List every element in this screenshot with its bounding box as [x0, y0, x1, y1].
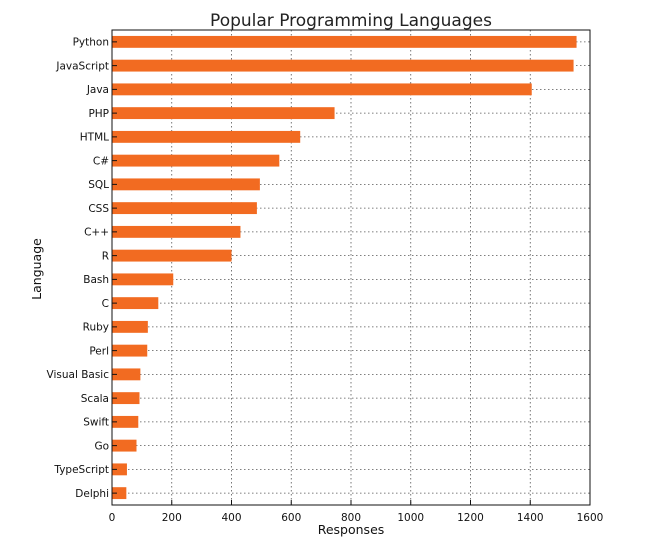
y-tick-label: C#	[93, 155, 109, 167]
x-tick-label: 1200	[457, 512, 484, 524]
x-tick-label: 1000	[397, 512, 424, 524]
y-tick-label: TypeScript	[53, 464, 109, 476]
x-tick-label: 1600	[577, 512, 604, 524]
bar	[112, 35, 577, 48]
bar	[112, 487, 127, 500]
y-tick-label: Ruby	[83, 322, 109, 334]
bar	[112, 178, 260, 191]
bar	[112, 83, 532, 96]
x-tick-label: 200	[162, 512, 182, 524]
x-tick-label: 800	[341, 512, 361, 524]
x-axis-label: Responses	[318, 522, 385, 537]
y-tick-label: Java	[86, 84, 109, 96]
bar	[112, 392, 140, 405]
bar	[112, 439, 137, 452]
bars	[112, 35, 577, 500]
ticks: 0 200 400 600 800 1000 1200 1400 1600PythonJavaS…	[47, 37, 604, 524]
y-tick-label: HTML	[80, 132, 109, 144]
bar	[112, 320, 148, 333]
bar	[112, 463, 127, 476]
y-tick-label: SQL	[88, 179, 109, 191]
bar	[112, 249, 232, 262]
y-tick-label: C++	[84, 227, 109, 239]
bar	[112, 202, 257, 215]
y-tick-label: Perl	[89, 345, 109, 357]
x-tick-label: 600	[281, 512, 301, 524]
y-tick-label: Bash	[83, 274, 109, 286]
x-tick-label: 1400	[517, 512, 544, 524]
grid	[111, 30, 591, 505]
bar	[112, 344, 148, 357]
y-tick-label: Swift	[83, 417, 109, 429]
bar	[112, 297, 159, 310]
y-tick-label: CSS	[88, 203, 109, 215]
bar	[112, 107, 335, 120]
y-tick-label: Delphi	[75, 488, 109, 500]
y-tick-label: PHP	[88, 108, 109, 120]
y-tick-label: Scala	[81, 393, 109, 405]
y-tick-label: R	[102, 250, 109, 262]
chart-title: Popular Programming Languages	[210, 11, 492, 31]
bar	[112, 154, 280, 167]
y-tick-label: Go	[94, 440, 109, 452]
y-axis-label: Language	[29, 238, 44, 300]
bar	[112, 273, 174, 286]
bar	[112, 130, 301, 143]
bar	[112, 368, 141, 381]
x-tick-label: 400	[221, 512, 241, 524]
x-tick-label: 0	[109, 512, 116, 524]
y-tick-label: C	[102, 298, 109, 310]
bar	[112, 225, 241, 238]
bar	[112, 415, 139, 428]
bar	[112, 59, 574, 72]
y-tick-label: JavaScript	[55, 60, 109, 72]
y-tick-label: Python	[73, 37, 109, 49]
y-tick-label: Visual Basic	[47, 369, 110, 381]
